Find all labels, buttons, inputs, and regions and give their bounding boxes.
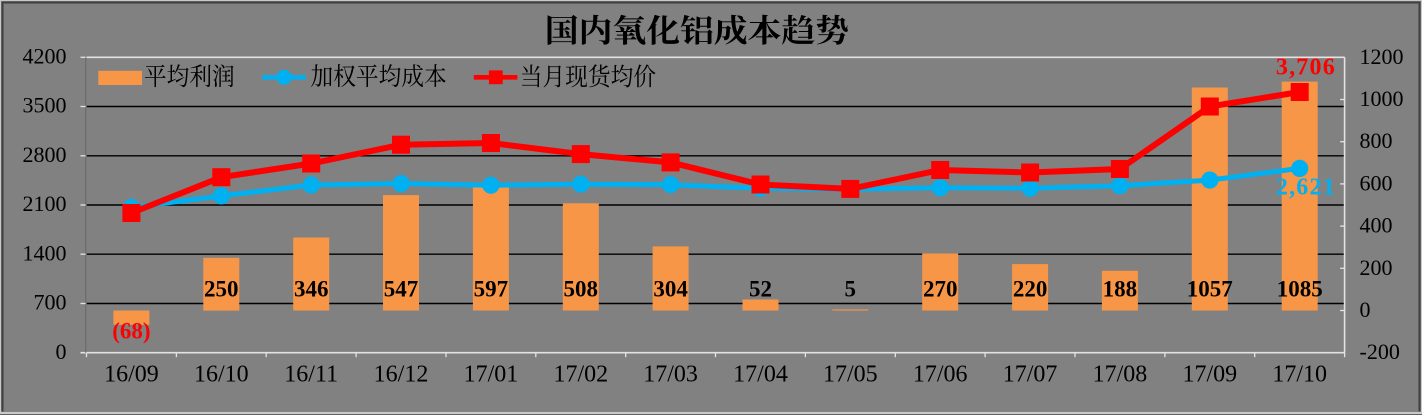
svg-text:17/08: 17/08 (1093, 362, 1148, 388)
svg-text:1057: 1057 (1187, 276, 1233, 301)
svg-text:200: 200 (1360, 255, 1393, 280)
svg-text:1200: 1200 (1360, 44, 1404, 69)
svg-text:16/12: 16/12 (374, 362, 429, 388)
svg-text:1085: 1085 (1277, 276, 1323, 301)
svg-text:0: 0 (1360, 297, 1371, 322)
svg-text:700: 700 (34, 290, 67, 315)
svg-text:17/05: 17/05 (823, 362, 878, 388)
svg-text:1400: 1400 (23, 240, 67, 265)
svg-text:3,706: 3,706 (1276, 55, 1336, 81)
svg-text:17/07: 17/07 (1003, 362, 1058, 388)
svg-text:17/02: 17/02 (553, 362, 608, 388)
svg-text:188: 188 (1103, 276, 1138, 301)
svg-text:2800: 2800 (23, 142, 67, 167)
svg-text:346: 346 (294, 276, 329, 301)
svg-text:16/09: 16/09 (104, 362, 159, 388)
svg-text:17/06: 17/06 (913, 362, 968, 388)
svg-text:4200: 4200 (23, 44, 67, 69)
svg-text:2,621: 2,621 (1276, 175, 1336, 201)
svg-text:17/03: 17/03 (643, 362, 698, 388)
svg-text:270: 270 (923, 276, 958, 301)
svg-text:17/09: 17/09 (1182, 362, 1237, 388)
svg-text:2100: 2100 (23, 191, 67, 216)
svg-text:597: 597 (474, 276, 509, 301)
svg-text:52: 52 (749, 276, 772, 301)
svg-text:400: 400 (1360, 213, 1393, 238)
svg-text:600: 600 (1360, 170, 1393, 195)
svg-text:-200: -200 (1360, 339, 1400, 364)
svg-text:0: 0 (56, 339, 67, 364)
svg-text:1000: 1000 (1360, 86, 1404, 111)
svg-text:5: 5 (845, 276, 857, 301)
svg-text:508: 508 (564, 276, 599, 301)
svg-text:220: 220 (1013, 276, 1048, 301)
svg-text:16/10: 16/10 (194, 362, 249, 388)
svg-text:17/10: 17/10 (1272, 362, 1327, 388)
svg-text:800: 800 (1360, 128, 1393, 153)
svg-text:250: 250 (204, 276, 239, 301)
svg-text:3500: 3500 (23, 93, 67, 118)
svg-text:547: 547 (384, 276, 419, 301)
svg-text:304: 304 (653, 276, 688, 301)
svg-text:17/01: 17/01 (464, 362, 519, 388)
svg-text:(68): (68) (112, 319, 150, 344)
svg-text:17/04: 17/04 (733, 362, 788, 388)
svg-text:16/11: 16/11 (284, 362, 338, 388)
